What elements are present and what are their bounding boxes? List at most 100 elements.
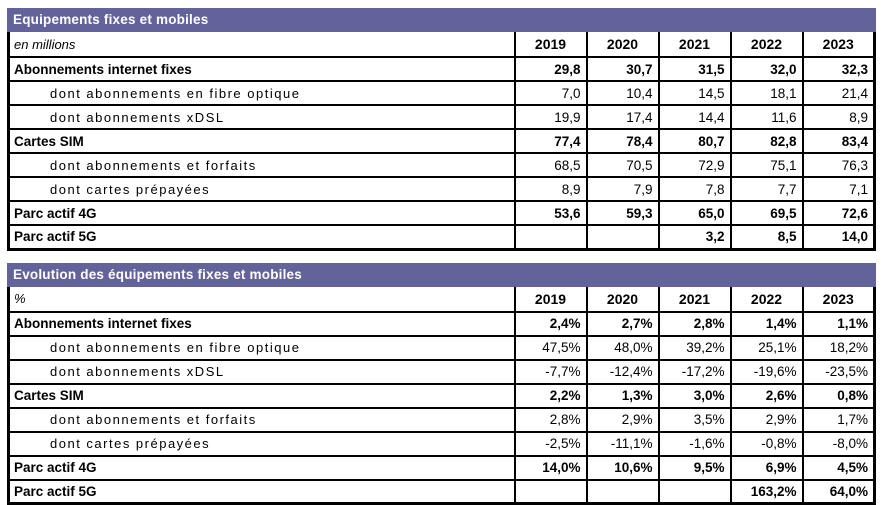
value-cell: 2,8%: [657, 310, 732, 337]
value-cell: 59,3: [585, 200, 660, 226]
table-body: Abonnements internet fixes 29,8 30,7 31,5 32…: [7, 56, 876, 250]
table-row: dont abonnements xDSL -7,7% -12,4% -17,2% -1…: [7, 358, 876, 385]
table-row: Parc actif 4G 14,0% 10,6% 9,5% 6,9% 4,5%: [7, 454, 876, 481]
table-row: dont abonnements xDSL 19,9 17,4 14,4 11,6 8,9: [7, 104, 876, 130]
row-label: dont abonnements xDSL: [7, 104, 516, 130]
row-label: Cartes SIM: [7, 128, 516, 154]
value-cell: 48,0%: [585, 334, 660, 361]
value-cell: 3,5%: [657, 406, 732, 433]
row-label: Parc actif 4G: [7, 454, 516, 481]
table-row: Parc actif 5G 163,2% 64,0%: [7, 478, 876, 505]
value-cell: 8,5: [729, 224, 804, 250]
table-title: Evolution des équipements fixes et mobil…: [13, 266, 302, 282]
value-cell: 21,4: [801, 80, 876, 106]
table-title-bar: Evolution des équipements fixes et mobil…: [7, 262, 876, 287]
value-cell: 1,4%: [729, 310, 804, 337]
value-cell: 0,8%: [801, 382, 876, 409]
evolution-table: % 2019 2020 2021 2022 2023 Abonnements inter…: [7, 286, 876, 505]
value-cell: 6,9%: [729, 454, 804, 481]
header-row: % 2019 2020 2021 2022 2023: [7, 286, 876, 313]
value-cell: 64,0%: [801, 478, 876, 505]
value-cell: 1,1%: [801, 310, 876, 337]
value-cell: 19,9: [513, 104, 588, 130]
value-cell: 80,7: [657, 128, 732, 154]
year-header: 2023: [801, 32, 876, 58]
value-cell: 2,4%: [513, 310, 588, 337]
value-cell: 83,4: [801, 128, 876, 154]
value-cell: 14,0%: [513, 454, 588, 481]
value-cell: -23,5%: [801, 358, 876, 385]
value-cell: 1,3%: [585, 382, 660, 409]
row-label: dont abonnements xDSL: [7, 358, 516, 385]
row-label: dont cartes prépayées: [7, 430, 516, 457]
row-label: dont abonnements en fibre optique: [7, 80, 516, 106]
value-cell: 2,9%: [585, 406, 660, 433]
value-cell: 39,2%: [657, 334, 732, 361]
value-cell: 70,5: [585, 152, 660, 178]
value-cell: 8,9: [801, 104, 876, 130]
row-label: dont abonnements et forfaits: [7, 152, 516, 178]
table-row: Abonnements internet fixes 29,8 30,7 31,5 32…: [7, 56, 876, 82]
row-label: Abonnements internet fixes: [7, 310, 516, 337]
value-cell: 8,9: [513, 176, 588, 202]
value-cell: 32,0: [729, 56, 804, 82]
year-header: 2022: [729, 32, 804, 58]
value-cell: 163,2%: [729, 478, 804, 505]
value-cell: 11,6: [729, 104, 804, 130]
equipements-table: en millions 2019 2020 2021 2022 2023 Abonnem…: [7, 32, 876, 251]
year-header: 2019: [513, 286, 588, 313]
table-row: Abonnements internet fixes 2,4% 2,7% 2,8% 1,…: [7, 310, 876, 337]
row-label: dont abonnements en fibre optique: [7, 334, 516, 361]
value-cell: -1,6%: [657, 430, 732, 457]
value-cell: 18,1: [729, 80, 804, 106]
table-row: dont abonnements en fibre optique 47,5% 48…: [7, 334, 876, 361]
row-label: dont abonnements et forfaits: [7, 406, 516, 433]
table-row: dont abonnements et forfaits 2,8% 2,9% 3,5%…: [7, 406, 876, 433]
value-cell: 78,4: [585, 128, 660, 154]
value-cell: 2,9%: [729, 406, 804, 433]
value-cell: 75,1: [729, 152, 804, 178]
value-cell: 7,1: [801, 176, 876, 202]
value-cell: 68,5: [513, 152, 588, 178]
value-cell: 9,5%: [657, 454, 732, 481]
value-cell: 82,8: [729, 128, 804, 154]
value-cell: 2,2%: [513, 382, 588, 409]
value-cell: 10,6%: [585, 454, 660, 481]
value-cell: 2,7%: [585, 310, 660, 337]
table-body: Abonnements internet fixes 2,4% 2,7% 2,8% 1,…: [7, 310, 876, 505]
value-cell: 10,4: [585, 80, 660, 106]
value-cell: -17,2%: [657, 358, 732, 385]
value-cell: 25,1%: [729, 334, 804, 361]
row-label: Abonnements internet fixes: [7, 56, 516, 82]
table-evolution-block: Evolution des équipements fixes et mobil…: [7, 262, 876, 505]
header-row: en millions 2019 2020 2021 2022 2023: [7, 32, 876, 58]
row-label: Parc actif 4G: [7, 200, 516, 226]
table-row: dont cartes prépayées -2,5% -11,1% -1,6% -0,…: [7, 430, 876, 457]
table-title: Equipements fixes et mobiles: [13, 12, 209, 27]
table-row: dont cartes prépayées 8,9 7,9 7,8 7,7 7,1: [7, 176, 876, 202]
value-cell: -7,7%: [513, 358, 588, 385]
value-cell: 18,2%: [801, 334, 876, 361]
value-cell: 14,5: [657, 80, 732, 106]
table-title-bar: Equipements fixes et mobiles: [7, 8, 876, 32]
year-header: 2023: [801, 286, 876, 313]
value-cell: [585, 224, 660, 250]
value-cell: 77,4: [513, 128, 588, 154]
value-cell: 7,7: [729, 176, 804, 202]
value-cell: [513, 478, 588, 505]
value-cell: 32,3: [801, 56, 876, 82]
value-cell: [657, 478, 732, 505]
value-cell: 14,0: [801, 224, 876, 250]
value-cell: 76,3: [801, 152, 876, 178]
unit-label: en millions: [7, 32, 516, 58]
unit-label: %: [7, 286, 516, 313]
value-cell: 29,8: [513, 56, 588, 82]
value-cell: 7,0: [513, 80, 588, 106]
value-cell: 3,2: [657, 224, 732, 250]
value-cell: -19,6%: [729, 358, 804, 385]
table-row: Cartes SIM 77,4 78,4 80,7 82,8 83,4: [7, 128, 876, 154]
value-cell: -2,5%: [513, 430, 588, 457]
year-header: 2022: [729, 286, 804, 313]
year-header: 2020: [585, 32, 660, 58]
